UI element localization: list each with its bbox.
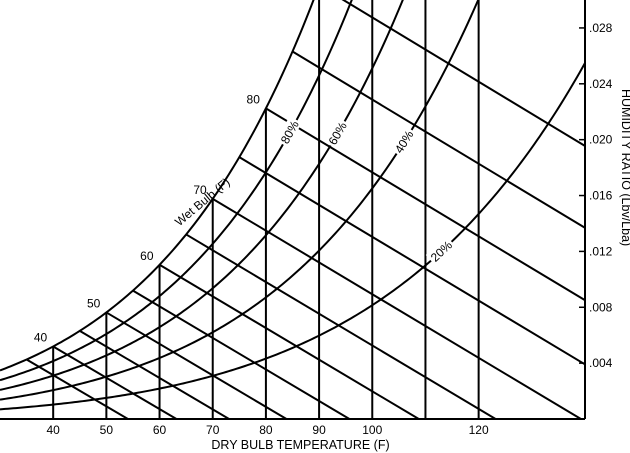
- x-tick-label: 80: [259, 423, 273, 437]
- wet-bulb-line: [79, 330, 230, 419]
- plot-area: [0, 0, 585, 419]
- rh-label-bg: [276, 116, 302, 148]
- wet-bulb-line: [238, 156, 585, 366]
- x-axis-title: DRY BULB TEMPERATURE (F): [211, 438, 389, 452]
- rh-curve: [0, 62, 585, 411]
- y-tick-label: .024: [589, 77, 613, 91]
- x-tick-label: 70: [206, 423, 220, 437]
- wet-bulb-line: [52, 345, 177, 419]
- wet-bulb-line: [185, 233, 497, 419]
- wet-bulb-line: [105, 311, 287, 419]
- wet-bulb-line: [291, 50, 585, 229]
- y-tick-label: .012: [589, 244, 613, 258]
- rh-label-group: 40%: [389, 125, 417, 157]
- x-tick-label: 90: [312, 423, 326, 437]
- x-tick-label: 60: [153, 423, 167, 437]
- y-tick-label: .008: [589, 300, 613, 314]
- saturation-curve: [0, 0, 315, 372]
- y-axis-title: HUMIDITY RATIO (Lbv/Lba): [619, 89, 630, 246]
- x-tick-label: 100: [362, 423, 382, 437]
- wet-bulb-label: 80: [247, 92, 261, 106]
- x-tick-label: 40: [47, 423, 61, 437]
- rh-curve: [0, 0, 480, 401]
- y-tick-label: .004: [589, 356, 613, 370]
- wet-bulb-line: [132, 289, 350, 419]
- rh-label-group: 80%: [276, 116, 302, 148]
- wet-bulb-line: [341, 0, 585, 148]
- wet-bulb-line: [265, 107, 585, 302]
- x-tick-label: 50: [100, 423, 114, 437]
- wet-bulb-line: [26, 358, 129, 419]
- rh-label-bg: [425, 235, 456, 266]
- wet-bulb-label: 40: [34, 330, 48, 344]
- rh-label-group: 60%: [323, 117, 350, 149]
- rh-label-bg: [323, 117, 350, 149]
- rh-curve: [0, 0, 404, 391]
- y-tick-label: .020: [589, 133, 613, 147]
- rh-label-bg: [389, 125, 417, 157]
- wet-bulb-line: [159, 263, 420, 419]
- x-tick-label: 120: [469, 423, 489, 437]
- y-tick-label: .028: [589, 21, 613, 35]
- wet-bulb-label: 70: [193, 183, 207, 197]
- wet-bulb-label: 60: [140, 249, 154, 263]
- wet-bulb-line: [212, 197, 582, 419]
- y-tick-label: .016: [589, 189, 613, 203]
- wet-bulb-label: 50: [87, 296, 101, 310]
